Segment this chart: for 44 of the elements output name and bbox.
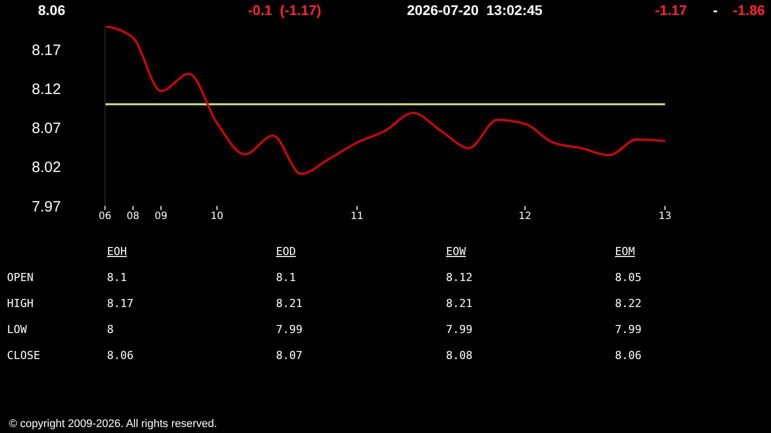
category-label: EOW xyxy=(446,245,466,258)
text: 8.17 xyxy=(107,297,134,310)
text: -0.1 (-1.17) xyxy=(248,2,322,18)
text: 7.99 xyxy=(615,323,642,336)
text: 8.06 xyxy=(107,349,134,362)
x-tick-label: 10 xyxy=(210,211,224,222)
text: 7.99 xyxy=(276,323,302,336)
text: 8.12 xyxy=(446,271,472,284)
text: 8.1 xyxy=(107,271,127,284)
category-label: LOW xyxy=(7,323,27,336)
x-tick-label: 13 xyxy=(658,211,672,222)
x-tick-label: 09 xyxy=(154,211,168,222)
y-tick-label: 8.17 xyxy=(32,42,61,59)
text: 8.07 xyxy=(276,349,302,362)
text: 8.21 xyxy=(446,297,472,310)
text: 8.22 xyxy=(615,297,642,310)
text: 8.21 xyxy=(276,297,302,310)
text: 2026-07-20 13:02:45 xyxy=(407,2,542,18)
x-tick-label: 11 xyxy=(350,211,364,222)
line-series xyxy=(105,26,665,175)
category-label: CLOSE xyxy=(7,349,40,362)
text: 8.06 xyxy=(615,349,642,362)
text: -1.17 xyxy=(655,2,687,18)
text: 8.05 xyxy=(615,271,642,284)
x-tick-label: 08 xyxy=(126,211,140,222)
y-tick-label: 8.07 xyxy=(32,120,61,138)
category-label: EOD xyxy=(276,245,296,258)
text: - xyxy=(713,2,718,18)
text: 8 xyxy=(107,323,114,336)
category-label: OPEN xyxy=(7,271,34,284)
y-tick-label: 8.12 xyxy=(32,80,61,98)
category-label: EOH xyxy=(107,245,127,258)
text: 7.99 xyxy=(446,323,472,336)
y-tick-label: 8.02 xyxy=(32,159,61,176)
y-tick-label: 7.97 xyxy=(32,198,61,216)
text: © copyright 2009-2026. All rights reserved. xyxy=(9,418,218,430)
category-label: HIGH xyxy=(7,297,34,310)
chart-title: 8.06 xyxy=(38,2,66,18)
x-tick-label: 12 xyxy=(518,211,532,222)
text: 8.08 xyxy=(446,349,472,362)
text: 8.1 xyxy=(276,271,296,284)
text: -1.86 xyxy=(733,2,765,18)
x-tick-label: 06 xyxy=(98,211,112,222)
category-label: EOM xyxy=(615,245,635,258)
